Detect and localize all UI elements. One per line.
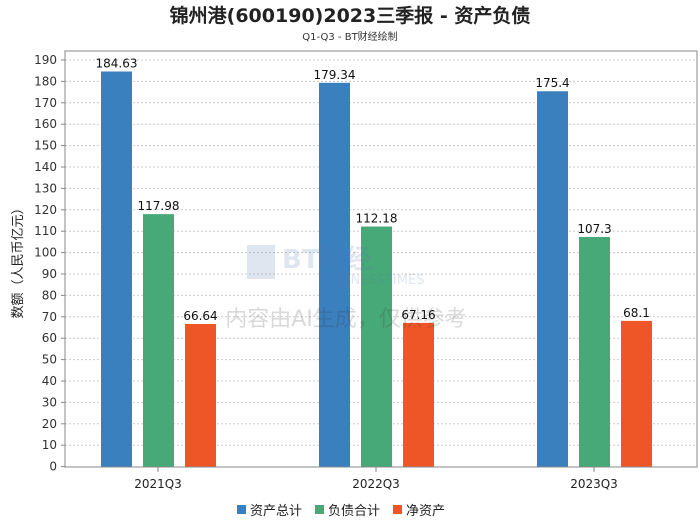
watermark-logo-icon: [247, 245, 275, 279]
y-tick-label: 100: [34, 246, 57, 260]
legend-label: 负债合计: [328, 504, 380, 519]
y-tick-label: 120: [34, 203, 57, 217]
plot-frame: [64, 50, 698, 468]
chart-title: 锦州港(600190)2023三季报 - 资产负债: [170, 4, 531, 27]
data-label: 107.3: [577, 222, 611, 236]
data-label: 175.4: [535, 76, 569, 90]
bars: 184.63 117.98 66.64 179.34 112.18 67.16 175.4 1…: [96, 56, 652, 467]
y-tick-label: 0: [49, 460, 57, 474]
y-tick-label: 30: [42, 395, 57, 409]
watermark-logo-sub: BUSINESSTIMES: [320, 273, 424, 288]
x-tick-label: 2021Q3: [134, 477, 182, 491]
data-label: 67.16: [401, 308, 435, 322]
bar-2021Q3-1: [143, 214, 174, 467]
y-axis-ticks: 0 10 20 30 40 50 60 70 80 90 100 110 120 130 140 150 160…: [34, 53, 65, 474]
y-tick-label: 70: [42, 310, 57, 324]
y-axis-label: 数额（人民币亿元）: [11, 201, 26, 318]
legend: 资产总计 负债合计 净资产: [237, 504, 445, 519]
y-tick-label: 150: [34, 139, 57, 153]
data-label: 112.18: [356, 212, 398, 226]
y-tick-label: 170: [34, 96, 57, 110]
bar-2023Q3-2: [621, 320, 652, 467]
chart-subtitle: Q1-Q3 - BT财经绘制: [302, 30, 397, 43]
watermark: BT财经 BUSINESSTIMES 内容由AI生成，仅供参考: [225, 244, 467, 332]
data-label: 184.63: [96, 56, 138, 70]
legend-label: 净资产: [406, 504, 445, 519]
data-label: 68.1: [623, 306, 650, 320]
y-tick-label: 90: [42, 267, 57, 281]
legend-swatch: [315, 505, 324, 514]
legend-swatch: [237, 505, 246, 514]
bar-2021Q3-2: [185, 323, 216, 467]
watermark-logo: BT财经: [282, 244, 372, 275]
bar-2023Q3-0: [537, 91, 568, 467]
y-tick-label: 80: [42, 288, 57, 302]
y-tick-label: 10: [42, 438, 57, 452]
y-tick-label: 140: [34, 160, 57, 174]
bar-2023Q3-1: [579, 236, 610, 467]
y-tick-label: 20: [42, 417, 57, 431]
bar-2022Q3-2: [403, 322, 434, 467]
y-tick-label: 190: [34, 53, 57, 67]
x-tick-label: 2023Q3: [570, 477, 618, 491]
y-tick-label: 50: [42, 353, 57, 367]
bar-2022Q3-0: [319, 82, 350, 467]
y-tick-label: 180: [34, 74, 57, 88]
watermark-notice: 内容由AI生成，仅供参考: [225, 307, 467, 332]
bar-2021Q3-0: [101, 71, 132, 467]
y-tick-label: 110: [34, 224, 57, 238]
y-tick-label: 40: [42, 374, 57, 388]
legend-label: 资产总计: [250, 504, 302, 519]
bar-2022Q3-1: [361, 226, 392, 467]
legend-swatch: [393, 505, 402, 514]
y-tick-label: 60: [42, 331, 57, 345]
data-label: 66.64: [183, 309, 217, 323]
data-label: 179.34: [314, 68, 356, 82]
x-axis-ticks: 2021Q3 2022Q3 2023Q3: [134, 467, 618, 491]
data-label: 117.98: [138, 199, 180, 213]
y-tick-label: 130: [34, 181, 57, 195]
x-tick-label: 2022Q3: [352, 477, 400, 491]
y-tick-label: 160: [34, 117, 57, 131]
